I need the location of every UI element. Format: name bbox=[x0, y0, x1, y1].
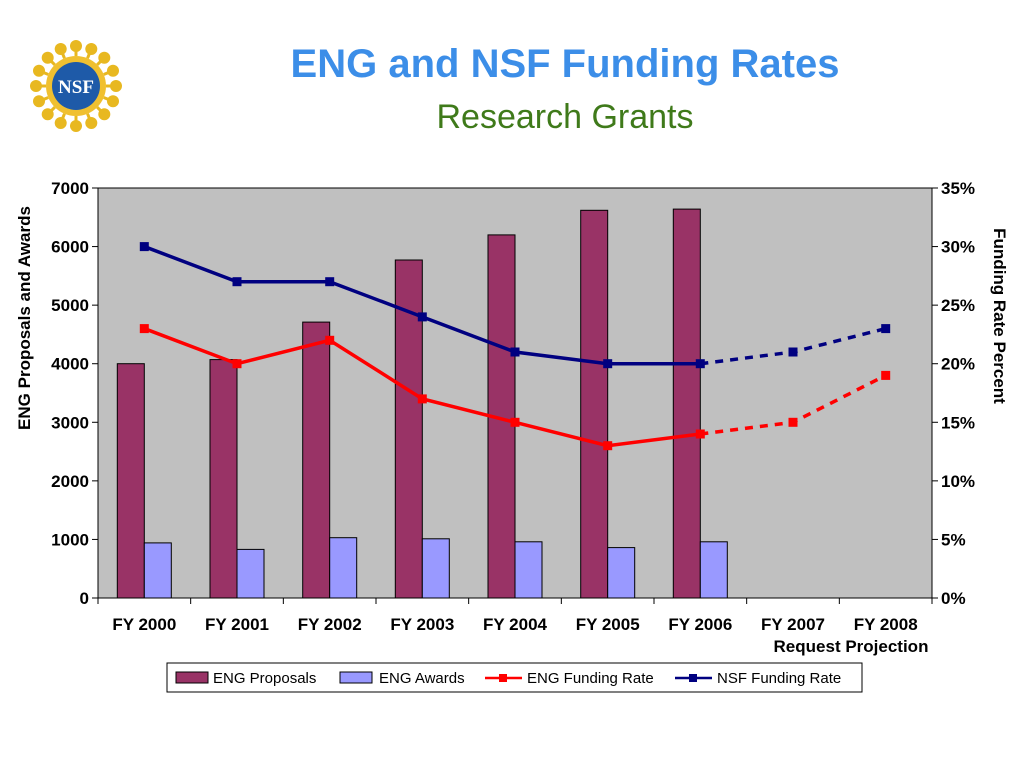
y2-tick-label: 30% bbox=[941, 238, 975, 257]
legend-swatch-awards bbox=[339, 671, 373, 684]
y2-tick-label: 35% bbox=[941, 179, 975, 198]
bar-eng-proposals-0 bbox=[116, 363, 145, 599]
x-tick-label: FY 2004 bbox=[483, 615, 548, 634]
bar-eng-proposals-1 bbox=[209, 359, 238, 599]
bar-eng-proposals-5 bbox=[580, 209, 609, 599]
point-eng-rate-6 bbox=[695, 429, 705, 439]
logo-ray-spoke bbox=[103, 96, 114, 103]
x-tick-label: FY 2002 bbox=[298, 615, 362, 634]
logo-ray bbox=[33, 64, 45, 77]
legend-label-eng-rate: ENG Funding Rate bbox=[527, 670, 654, 687]
legend-swatch-proposals bbox=[175, 671, 209, 684]
y2-tick-label: 0% bbox=[941, 589, 966, 608]
point-eng-rate-3 bbox=[417, 394, 427, 404]
point-nsf-rate-1 bbox=[232, 277, 242, 287]
y2-tick-label: 15% bbox=[941, 413, 975, 432]
logo-ray-spoke bbox=[46, 106, 56, 116]
y2-tick-label: 20% bbox=[941, 355, 975, 374]
logo-ray-spoke bbox=[38, 96, 49, 103]
y-tick-label: 5000 bbox=[51, 296, 89, 315]
point-eng-rate-7 bbox=[788, 417, 798, 427]
bar-eng-proposals-6 bbox=[672, 208, 701, 599]
logo-ray bbox=[54, 117, 67, 129]
logo-ray-spoke bbox=[86, 48, 93, 59]
legend-label-proposals: ENG Proposals bbox=[213, 670, 316, 687]
category-sublabel: Request Projection bbox=[774, 637, 929, 656]
bar-eng-awards-5 bbox=[607, 547, 636, 599]
x-tick-label: FY 2000 bbox=[112, 615, 176, 634]
y2-tick-label: 25% bbox=[941, 296, 975, 315]
bar-eng-awards-3 bbox=[421, 538, 450, 599]
bar-eng-awards-4 bbox=[514, 541, 543, 599]
y-tick-label: 7000 bbox=[51, 179, 89, 198]
logo-text: NSF bbox=[58, 77, 94, 98]
point-eng-rate-1 bbox=[232, 359, 242, 369]
y2-tick-label: 5% bbox=[941, 530, 966, 549]
logo-ray-spoke bbox=[46, 56, 56, 66]
x-tick-label: FY 2001 bbox=[205, 615, 269, 634]
y2-tick-label: 10% bbox=[941, 472, 975, 491]
point-eng-rate-5 bbox=[603, 441, 613, 451]
logo-ray-spoke bbox=[38, 69, 49, 76]
bar-eng-awards-2 bbox=[329, 537, 358, 599]
x-tick-label: FY 2007 bbox=[761, 615, 825, 634]
point-eng-rate-4 bbox=[510, 417, 520, 427]
logo-ray-spoke bbox=[96, 106, 106, 116]
logo-ray-spoke bbox=[86, 113, 93, 124]
point-nsf-rate-5 bbox=[603, 359, 613, 369]
legend-label-nsf-rate: NSF Funding Rate bbox=[717, 670, 841, 687]
bar-eng-proposals-2 bbox=[302, 321, 331, 599]
point-nsf-rate-4 bbox=[510, 347, 520, 357]
logo-ray bbox=[54, 43, 67, 55]
logo-ray bbox=[107, 64, 119, 77]
point-nsf-rate-3 bbox=[417, 312, 427, 322]
point-eng-rate-8 bbox=[881, 370, 891, 380]
legend-label-awards: ENG Awards bbox=[379, 670, 465, 687]
legend-swatch-nsf-rate-marker bbox=[689, 674, 697, 682]
point-nsf-rate-7 bbox=[788, 347, 798, 357]
nsf-logo: NSF bbox=[30, 40, 122, 132]
bar-eng-awards-0 bbox=[143, 542, 172, 599]
bar-eng-awards-6 bbox=[699, 541, 728, 599]
logo-ray-spoke bbox=[59, 113, 66, 124]
logo-ray-spoke bbox=[96, 56, 106, 66]
y-tick-label: 4000 bbox=[51, 355, 89, 374]
page-title: ENG and NSF Funding Rates bbox=[290, 42, 840, 86]
point-nsf-rate-8 bbox=[881, 324, 891, 334]
x-tick-label: FY 2008 bbox=[854, 615, 918, 634]
x-tick-label: FY 2006 bbox=[668, 615, 732, 634]
y-tick-label: 2000 bbox=[51, 472, 89, 491]
bar-eng-awards-1 bbox=[236, 548, 265, 599]
y-tick-label: 1000 bbox=[51, 530, 89, 549]
x-tick-label: FY 2005 bbox=[576, 615, 640, 634]
point-nsf-rate-0 bbox=[139, 242, 149, 252]
y-axis-label: ENG Proposals and Awards bbox=[15, 206, 34, 430]
point-nsf-rate-6 bbox=[695, 359, 705, 369]
y-tick-label: 3000 bbox=[51, 413, 89, 432]
y-tick-label: 0 bbox=[80, 589, 89, 608]
y2-axis-label: Funding Rate Percent bbox=[990, 228, 1009, 404]
point-eng-rate-0 bbox=[139, 324, 149, 334]
logo-ray-spoke bbox=[103, 69, 114, 76]
x-tick-label: FY 2003 bbox=[390, 615, 454, 634]
y-tick-label: 6000 bbox=[51, 238, 89, 257]
legend: ENG Proposals ENG Awards ENG Funding Rat… bbox=[166, 662, 863, 693]
logo-ray-spoke bbox=[59, 48, 66, 59]
page-subtitle: Research Grants bbox=[436, 98, 694, 136]
point-eng-rate-2 bbox=[325, 335, 335, 345]
point-nsf-rate-2 bbox=[325, 277, 335, 287]
legend-swatch-eng-rate-marker bbox=[499, 674, 507, 682]
